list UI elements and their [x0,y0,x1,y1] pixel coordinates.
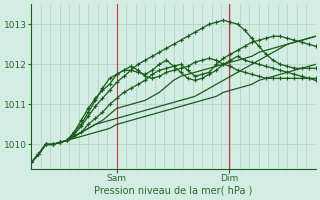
X-axis label: Pression niveau de la mer( hPa ): Pression niveau de la mer( hPa ) [94,186,253,196]
